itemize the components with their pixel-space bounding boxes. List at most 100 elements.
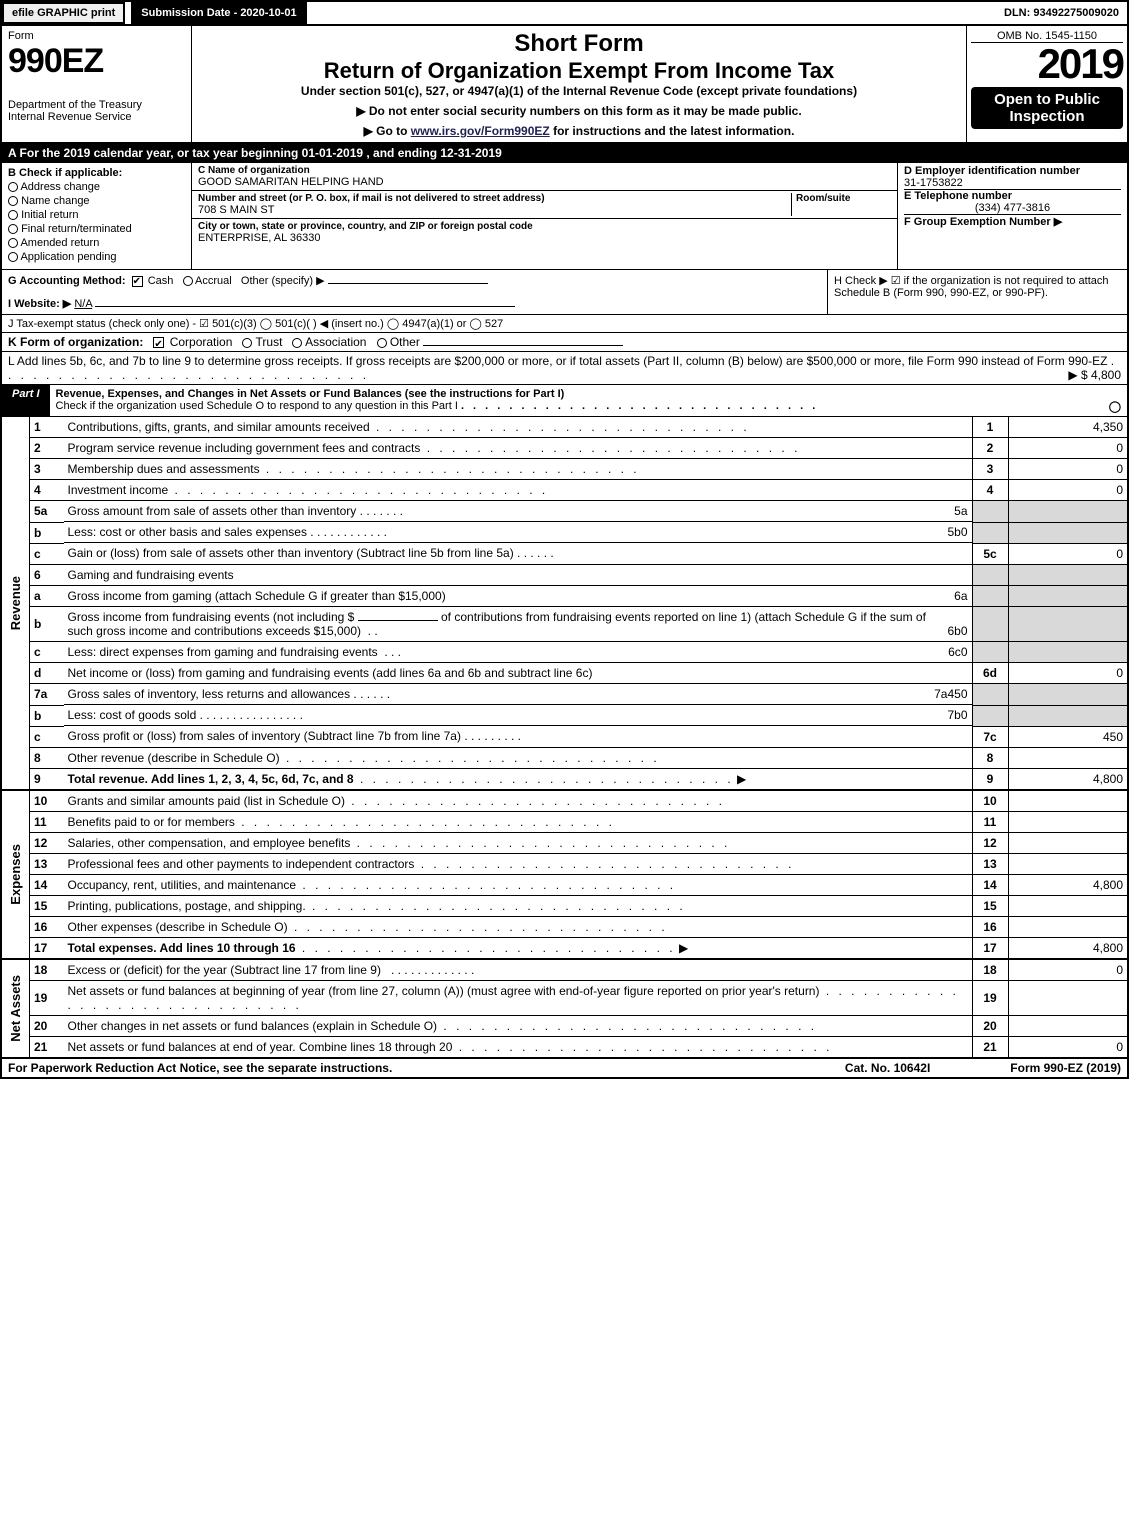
r19-num: 19 <box>30 980 64 1015</box>
r21-num: 21 <box>30 1036 64 1058</box>
form-word: Form <box>8 30 185 42</box>
line-l: L Add lines 5b, 6c, and 7b to line 9 to … <box>0 352 1129 385</box>
part1-checkval[interactable]: ◯ <box>1109 400 1121 413</box>
efile-print-button[interactable]: efile GRAPHIC print <box>2 2 125 24</box>
g-accrual-check[interactable] <box>183 276 193 286</box>
goto-pre: ▶ Go to <box>364 124 411 138</box>
submission-date-button[interactable]: Submission Date - 2020-10-01 <box>131 2 306 24</box>
r7a-num: 7a <box>30 684 64 706</box>
r20-num: 20 <box>30 1015 64 1036</box>
r7a-text: Gross sales of inventory, less returns a… <box>68 687 351 701</box>
r5b-iv: 0 <box>961 525 968 539</box>
check-initial-return[interactable] <box>8 210 18 220</box>
r5b-ic: 5b <box>947 525 960 539</box>
form-number: 990EZ <box>8 42 185 81</box>
r21-val: 0 <box>1008 1036 1128 1058</box>
open-to-public: Open to Public Inspection <box>971 87 1123 129</box>
r1-col: 1 <box>972 417 1008 438</box>
k-assoc-check[interactable] <box>292 338 302 348</box>
part1-header: Part I Revenue, Expenses, and Changes in… <box>0 385 1129 417</box>
netassets-label: Net Assets <box>6 971 25 1046</box>
ein: 31-1753822 <box>904 177 1121 190</box>
line-j: J Tax-exempt status (check only one) - ☑… <box>0 315 1129 333</box>
check-final-return[interactable] <box>8 224 18 234</box>
irs-link[interactable]: www.irs.gov/Form990EZ <box>411 124 550 138</box>
right-info: D Employer identification number 31-1753… <box>897 163 1127 269</box>
r17-num: 17 <box>30 937 64 959</box>
r5c-val: 0 <box>1008 543 1128 564</box>
opt-pending: Application pending <box>20 251 116 263</box>
r14-col: 14 <box>972 874 1008 895</box>
room-label: Room/suite <box>796 193 891 204</box>
g-other: Other (specify) ▶ <box>241 275 325 287</box>
r2-col: 2 <box>972 438 1008 459</box>
r3-text: Membership dues and assessments <box>68 462 260 476</box>
r6d-num: d <box>30 663 64 684</box>
r11-num: 11 <box>30 811 64 832</box>
r11-text: Benefits paid to or for members <box>68 815 235 829</box>
r6c-ic: 6c <box>948 645 961 659</box>
r5c-text: Gain or (loss) from sale of assets other… <box>68 546 514 560</box>
r7a-ic: 7a <box>934 687 947 701</box>
check-address-change[interactable] <box>8 182 18 192</box>
page-footer: For Paperwork Reduction Act Notice, see … <box>0 1059 1129 1079</box>
return-title: Return of Organization Exempt From Incom… <box>198 58 960 84</box>
opt-address: Address change <box>20 181 100 193</box>
r15-num: 15 <box>30 895 64 916</box>
check-name-change[interactable] <box>8 196 18 206</box>
form-ref: Form 990-EZ (2019) <box>1010 1061 1121 1075</box>
g-cash-check[interactable] <box>132 276 143 287</box>
r14-num: 14 <box>30 874 64 895</box>
r6c-text: Less: direct expenses from gaming and fu… <box>68 645 378 659</box>
r21-text: Net assets or fund balances at end of ye… <box>68 1040 453 1054</box>
r16-text: Other expenses (describe in Schedule O) <box>68 920 288 934</box>
org-info: C Name of organization GOOD SAMARITAN HE… <box>192 163 897 269</box>
k-trust: Trust <box>256 335 283 349</box>
k-corp-check[interactable] <box>153 337 164 348</box>
r11-val <box>1008 811 1128 832</box>
header-right: OMB No. 1545-1150 2019 Open to Public In… <box>967 26 1127 142</box>
phone: (334) 477-3816 <box>904 202 1121 215</box>
l-amount: ▶ $ 4,800 <box>1068 368 1121 382</box>
g-accrual: Accrual <box>195 275 232 287</box>
r1-val: 4,350 <box>1008 417 1128 438</box>
r16-val <box>1008 916 1128 937</box>
check-pending[interactable] <box>8 252 18 262</box>
r9-val: 4,800 <box>1008 768 1128 790</box>
revenue-label: Revenue <box>6 572 25 634</box>
b-title: B Check if applicable: <box>8 167 185 179</box>
r18-col: 18 <box>972 959 1008 981</box>
org-name: GOOD SAMARITAN HELPING HAND <box>198 176 891 188</box>
c-label: C Name of organization <box>198 165 891 176</box>
dept-irs: Internal Revenue Service <box>8 111 185 123</box>
r15-text: Printing, publications, postage, and shi… <box>68 899 306 913</box>
r10-val <box>1008 790 1128 812</box>
k-assoc: Association <box>305 335 366 349</box>
part1-tab: Part I <box>2 385 50 416</box>
r17-val: 4,800 <box>1008 937 1128 959</box>
k-trust-check[interactable] <box>242 338 252 348</box>
part1-title: Revenue, Expenses, and Changes in Net As… <box>56 388 565 400</box>
header-center: Short Form Return of Organization Exempt… <box>192 26 967 142</box>
r1-text: Contributions, gifts, grants, and simila… <box>68 420 370 434</box>
r4-col: 4 <box>972 480 1008 501</box>
r7b-num: b <box>30 705 64 726</box>
r16-num: 16 <box>30 916 64 937</box>
r6b-text: Gross income from fundraising events (no… <box>68 610 355 624</box>
goto-note: ▶ Go to www.irs.gov/Form990EZ for instru… <box>198 124 960 138</box>
r18-val: 0 <box>1008 959 1128 981</box>
r10-num: 10 <box>30 790 64 812</box>
check-if-applicable: B Check if applicable: Address change Na… <box>2 163 192 269</box>
r3-num: 3 <box>30 459 64 480</box>
r14-val: 4,800 <box>1008 874 1128 895</box>
addr-label: Number and street (or P. O. box, if mail… <box>198 193 791 204</box>
check-amended[interactable] <box>8 238 18 248</box>
e-label: E Telephone number <box>904 190 1121 202</box>
dept-treasury: Department of the Treasury <box>8 99 185 111</box>
city-label: City or town, state or province, country… <box>198 221 891 232</box>
k-other-check[interactable] <box>377 338 387 348</box>
goto-post: for instructions and the latest informat… <box>550 124 795 138</box>
r7b-ic: 7b <box>947 708 960 722</box>
r17-col: 17 <box>972 937 1008 959</box>
r1-num: 1 <box>30 417 64 438</box>
